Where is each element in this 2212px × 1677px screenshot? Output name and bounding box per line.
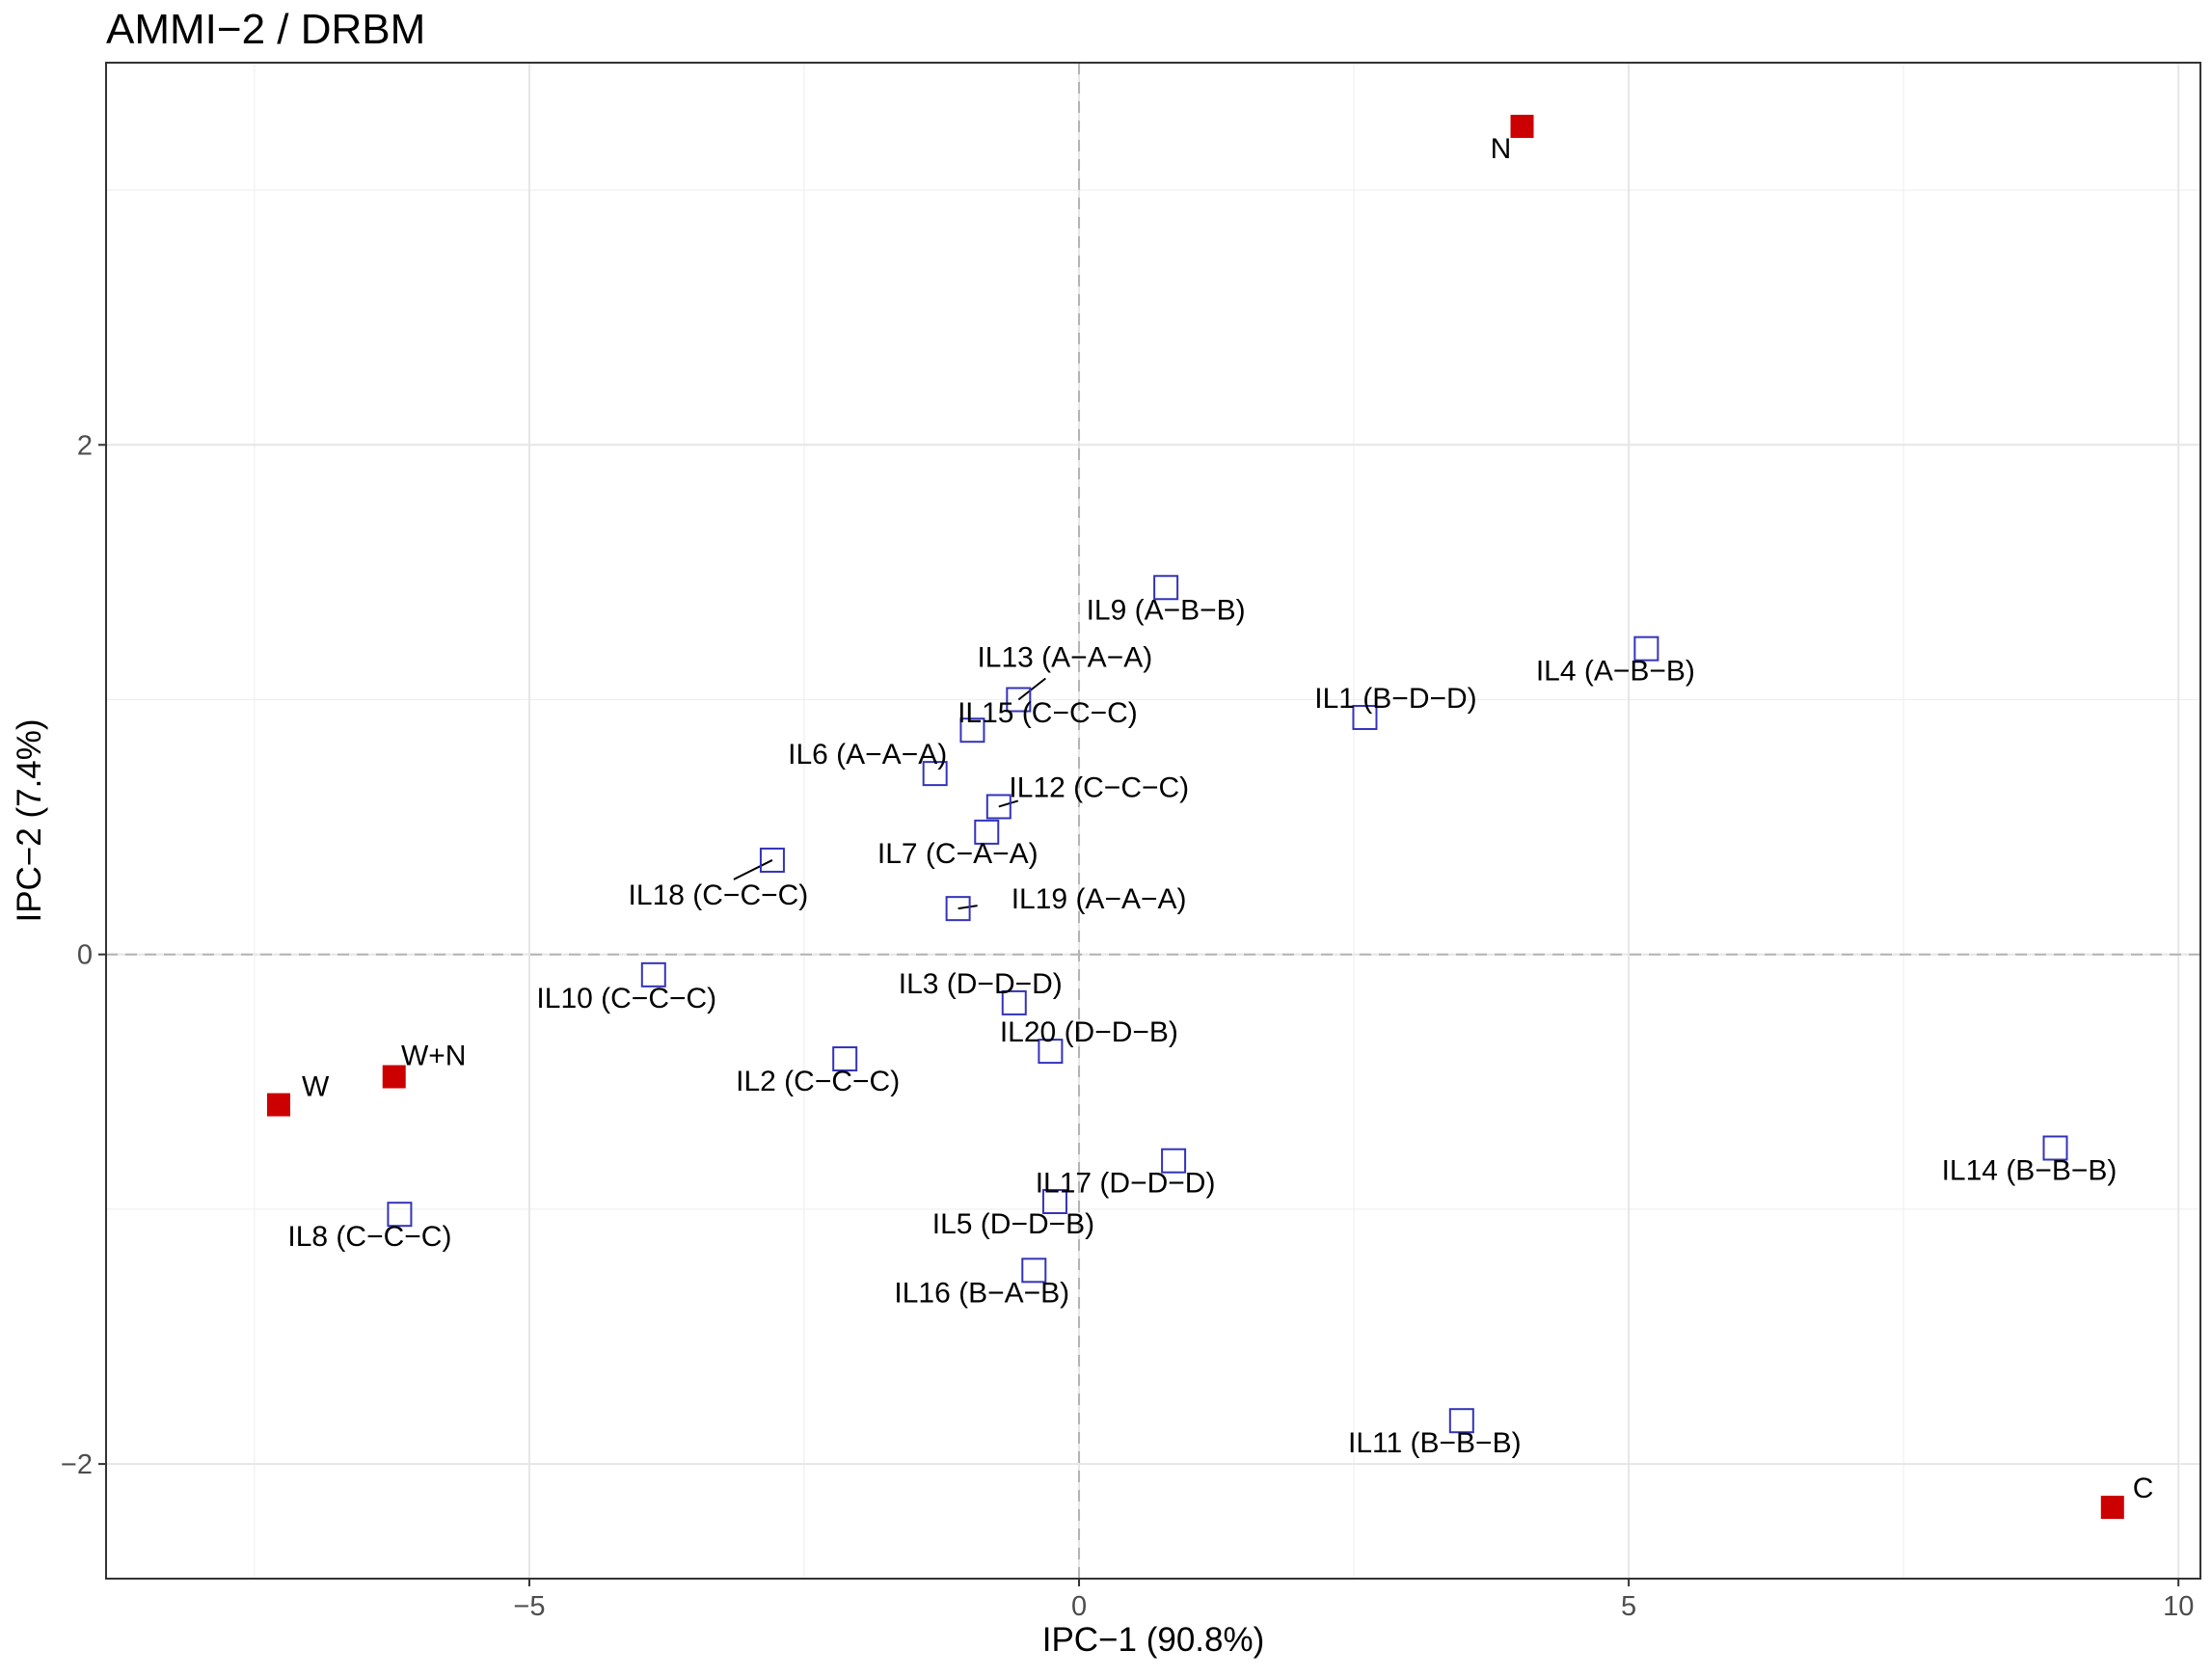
label-connector-il13-a-a-a	[1017, 677, 1046, 701]
env-label-w-n: W+N	[401, 1041, 467, 1072]
genotype-marker-il5-d-d-b	[1041, 1188, 1067, 1214]
genotype-label-il11-b-b-b: IL11 (B−B−B)	[1348, 1427, 1522, 1459]
x-tick-label: 10	[2163, 1591, 2194, 1622]
label-connector-il18-c-c-c	[733, 859, 773, 880]
genotype-marker-il11-b-b-b	[1448, 1408, 1474, 1434]
genotype-marker-il1-b-d-d	[1352, 704, 1378, 730]
genotype-marker-il3-d-d-d	[1001, 989, 1027, 1015]
genotype-label-il1-b-d-d: IL1 (B−D−D)	[1314, 683, 1476, 715]
genotype-label-il15-c-c-c: IL15 (C−C−C)	[958, 697, 1138, 729]
point-markers	[267, 115, 2124, 1520]
genotype-label-il3-d-d-d: IL3 (D−D−D)	[899, 968, 1063, 1000]
genotype-label-il12-c-c-c: IL12 (C−C−C)	[1009, 771, 1189, 803]
genotype-marker-il18-c-c-c	[759, 847, 785, 873]
point-labels: N W+N W C IL9 (A−B−B) IL4 (A−B−B) IL1 (B−D−D) I…	[287, 133, 2153, 1504]
genotype-label-il14-b-b-b: IL14 (B−B−B)	[1942, 1154, 2118, 1186]
genotype-label-il19-a-a-a: IL19 (A−A−A)	[1012, 883, 1187, 915]
label-connectors	[733, 677, 1046, 910]
genotype-marker-il12-c-c-c	[985, 794, 1012, 820]
x-tick-label: 5	[1621, 1591, 1636, 1622]
genotype-label-il16-b-a-b: IL16 (B−A−B)	[894, 1277, 1069, 1309]
genotype-marker-il10-c-c-c	[640, 961, 666, 987]
genotype-label-il8-c-c-c: IL8 (C−C−C)	[287, 1221, 451, 1253]
genotype-marker-il14-b-b-b	[2042, 1135, 2068, 1161]
reference-lines	[106, 63, 2200, 1579]
genotype-label-il6-a-a-a: IL6 (A−A−A)	[788, 739, 947, 771]
y-tick-label: 2	[77, 430, 93, 461]
genotype-label-il20-d-d-b: IL20 (D−D−B)	[1000, 1016, 1178, 1048]
env-marker-w-n	[382, 1065, 406, 1089]
genotype-marker-il15-c-c-c	[959, 717, 985, 744]
genotype-label-il9-a-b-b: IL9 (A−B−B)	[1087, 594, 1246, 626]
genotype-label-il18-c-c-c: IL18 (C−C−C)	[629, 879, 809, 911]
genotype-marker-il17-d-d-d	[1161, 1148, 1187, 1174]
y-axis-ticks: −2 0 2	[61, 430, 106, 1480]
label-connector-il12-c-c-c	[998, 799, 1019, 808]
genotype-marker-il9-a-b-b	[1153, 575, 1179, 601]
genotype-label-il10-c-c-c: IL10 (C−C−C)	[536, 983, 716, 1014]
genotype-label-il7-c-a-a: IL7 (C−A−A)	[877, 838, 1039, 870]
genotype-label-il4-a-b-b: IL4 (A−B−B)	[1536, 656, 1695, 688]
genotype-label-il5-d-d-b: IL5 (D−D−B)	[932, 1208, 1094, 1240]
env-label-n: N	[1491, 133, 1512, 165]
genotype-marker-il8-c-c-c	[387, 1202, 413, 1228]
x-tick-label: 0	[1071, 1591, 1087, 1622]
genotype-marker-il7-c-a-a	[974, 819, 1000, 845]
env-label-c: C	[2133, 1473, 2154, 1504]
genotype-marker-il13-a-a-a	[1006, 687, 1032, 713]
env-marker-c	[2100, 1496, 2124, 1520]
y-tick-label: 0	[77, 940, 93, 971]
genotype-marker-il2-c-c-c	[832, 1046, 858, 1072]
genotype-label-il2-c-c-c: IL2 (C−C−C)	[736, 1066, 900, 1097]
genotype-label-il17-d-d-d: IL17 (D−D−D)	[1036, 1168, 1216, 1200]
env-label-w: W	[302, 1071, 330, 1103]
y-tick-label: −2	[61, 1449, 93, 1480]
genotype-label-il13-a-a-a: IL13 (A−A−A)	[977, 642, 1152, 674]
env-marker-n	[1510, 115, 1534, 139]
genotype-marker-il16-b-a-b	[1021, 1258, 1047, 1284]
chart-title: AMMI−2 / DRBM	[106, 6, 425, 53]
genotype-marker-il4-a-b-b	[1633, 636, 1659, 662]
plot-panel-border	[105, 62, 2201, 1580]
x-axis-ticks: −5 0 5 10	[513, 1579, 2194, 1622]
y-axis-title: IPC−2 (7.4%)	[11, 718, 48, 922]
genotype-marker-il19-a-a-a	[945, 896, 971, 922]
genotype-marker-il6-a-a-a	[922, 761, 948, 787]
genotype-marker-il20-d-d-b	[1038, 1039, 1064, 1065]
x-tick-label: −5	[513, 1591, 545, 1622]
label-connector-il19-a-a-a	[958, 905, 978, 910]
x-axis-title: IPC−1 (90.8%)	[1042, 1621, 1265, 1659]
env-marker-w	[267, 1093, 291, 1117]
